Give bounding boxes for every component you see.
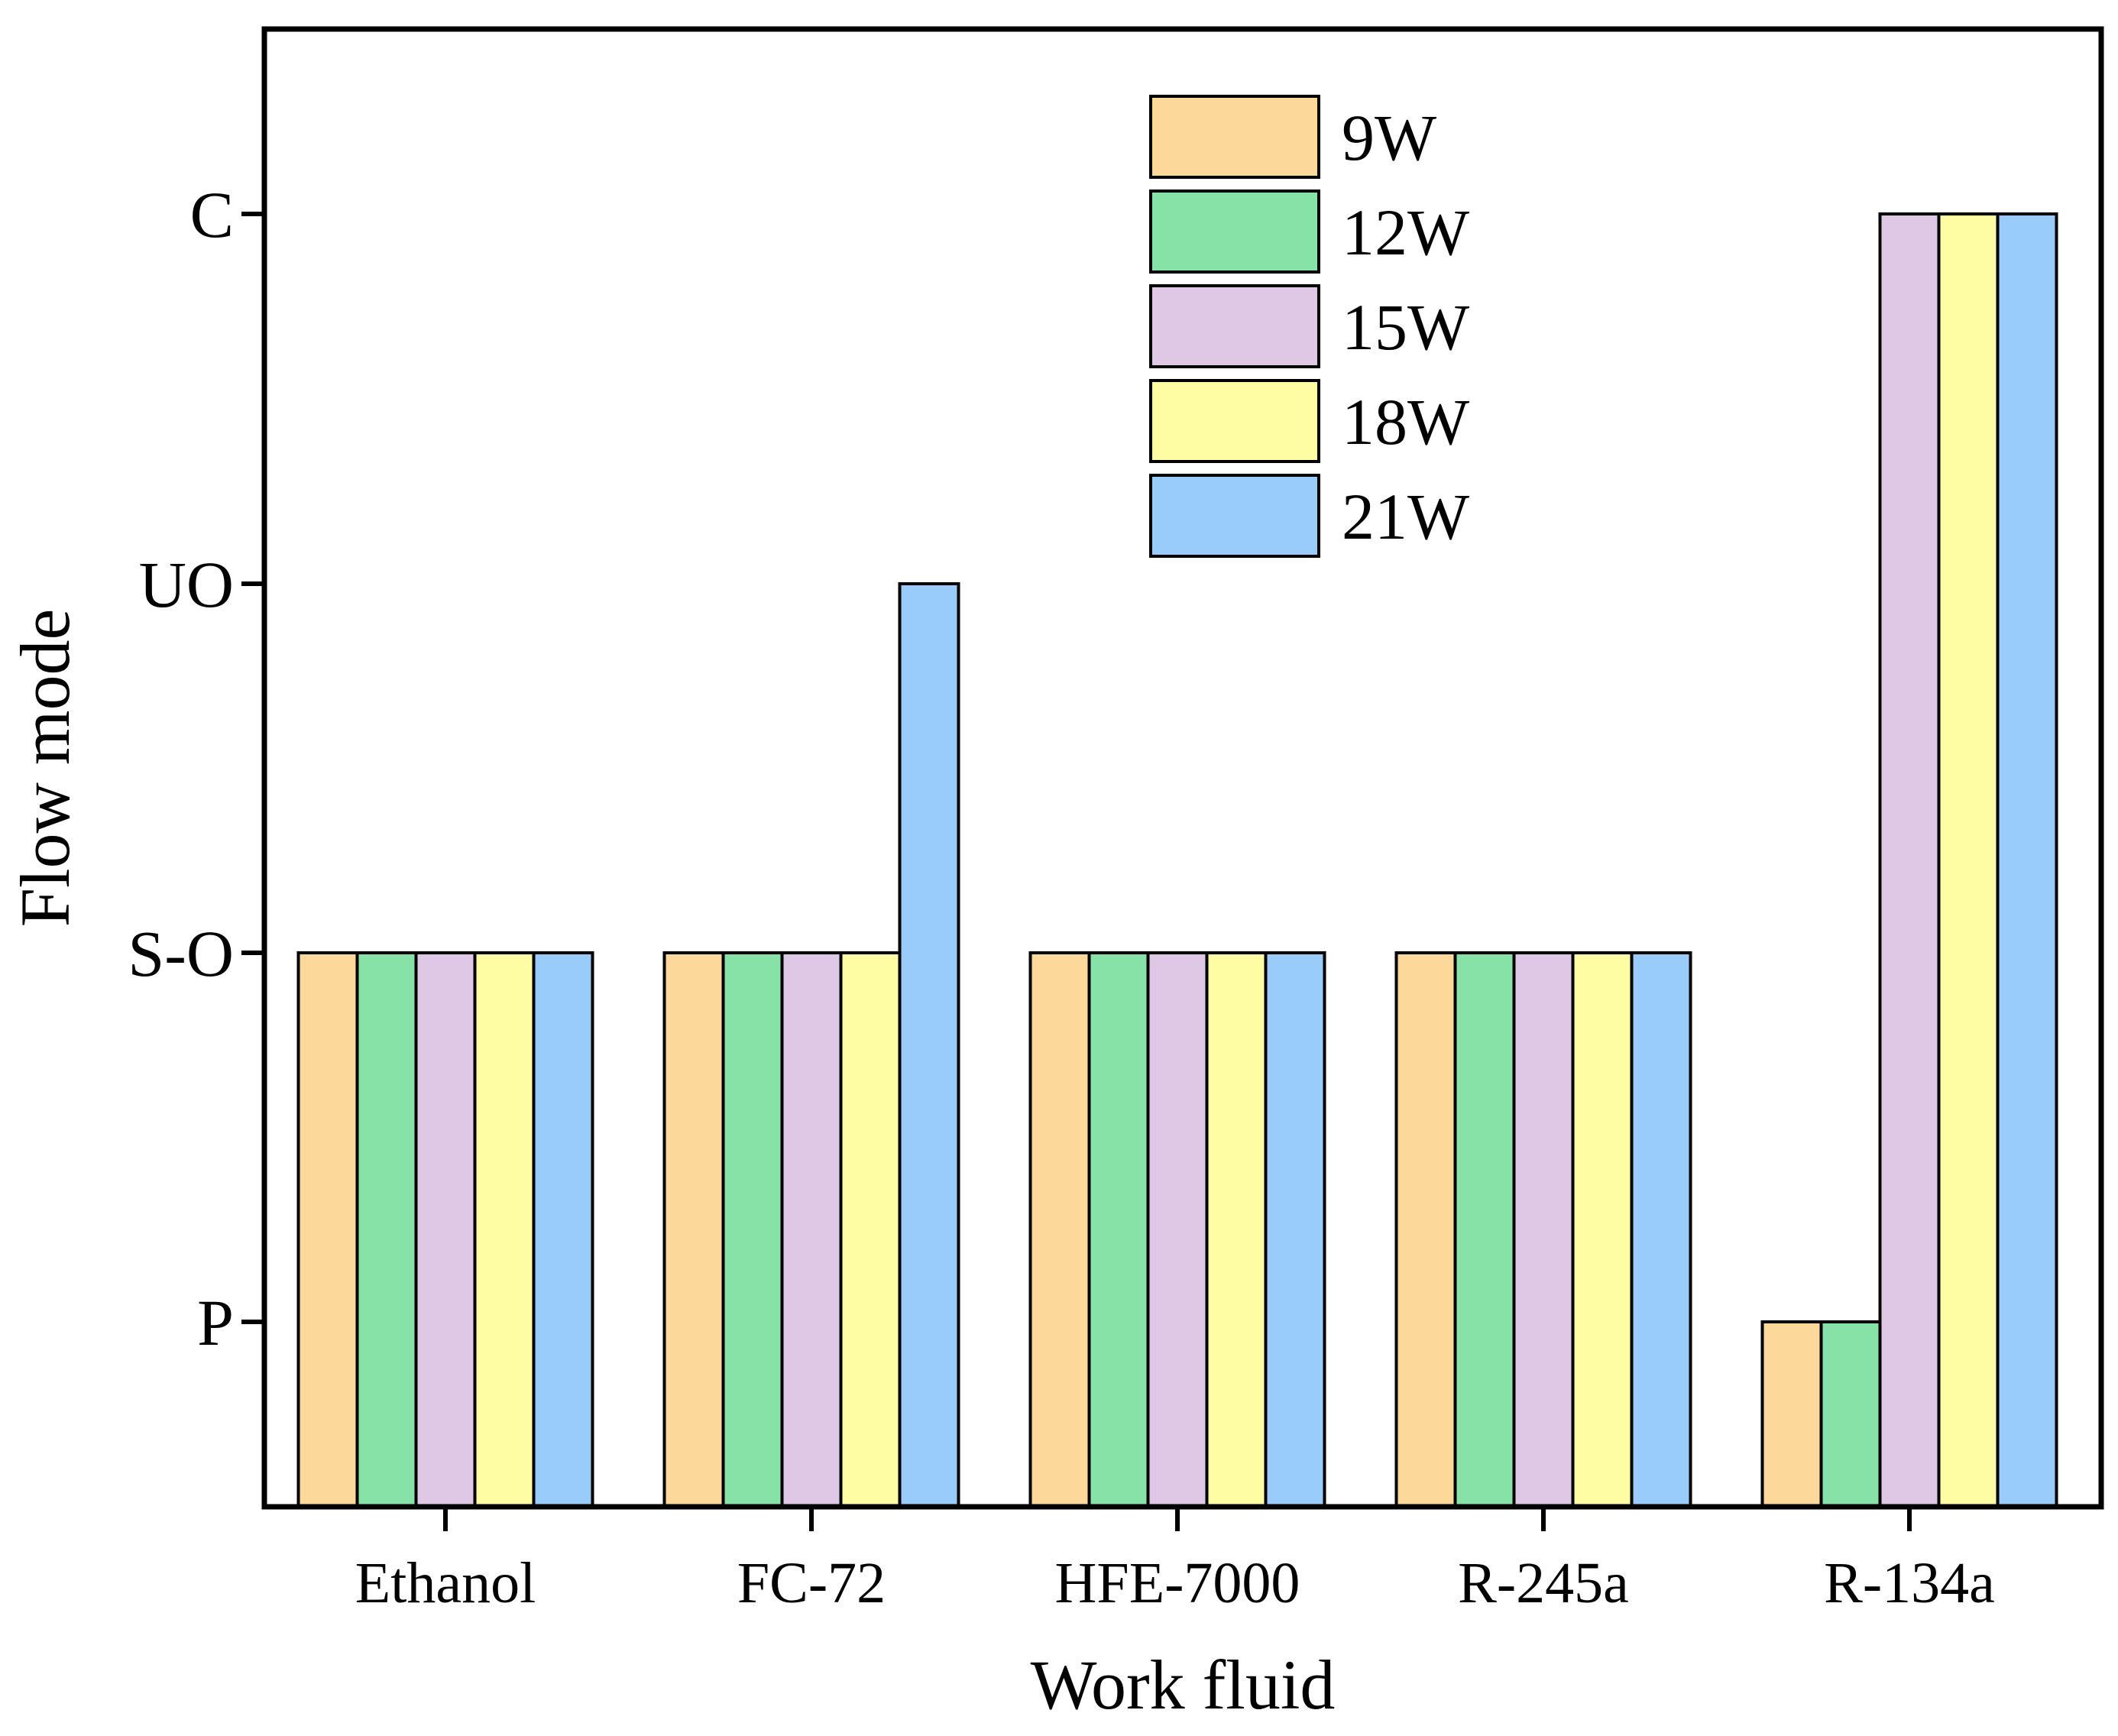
legend-swatch [1149,379,1320,463]
bar-9W-FC-72 [662,951,725,1508]
legend-label: 9W [1342,101,1436,174]
y-tick-label: C [190,178,234,251]
legend-swatch [1149,284,1320,368]
bar-21W-R-245a [1630,951,1692,1508]
legend: 9W 12W 15W 18W 21W [1149,95,1469,558]
bar-21W-Ethanol [532,951,594,1508]
y-axis-title: Flow mode [6,609,84,928]
x-tick-label: FC-72 [737,1551,886,1615]
x-axis-title: Work fluid [1031,1646,1336,1724]
bar-12W-R-245a [1453,951,1516,1508]
legend-label: 21W [1342,480,1469,553]
y-axis: P S-O UO C [128,178,264,1359]
bar-9W-R-134a [1760,1320,1823,1508]
bar-21W-FC-72 [898,582,960,1508]
bar-21W-HFE-7000 [1264,951,1326,1508]
bar-9W-HFE-7000 [1028,951,1091,1508]
bar-12W-R-134a [1819,1320,1882,1508]
legend-label: 15W [1342,290,1469,364]
y-tick-label: S-O [128,917,234,990]
x-tick-label: Ethanol [355,1551,536,1615]
bar-18W-R-134a [1937,212,2000,1508]
legend-label: 12W [1342,196,1469,269]
plot-frame [261,26,2104,1510]
bar-18W-HFE-7000 [1205,951,1268,1508]
bar-12W-Ethanol [355,951,418,1508]
bar-15W-Ethanol [414,951,477,1508]
bar-21W-R-134a [1996,212,2058,1508]
bar-18W-Ethanol [473,951,536,1508]
y-tick-label: P [197,1286,234,1359]
x-tick-label: HFE-7000 [1055,1551,1300,1615]
bar-12W-HFE-7000 [1087,951,1150,1508]
bar-9W-Ethanol [296,951,359,1508]
bar-15W-R-245a [1512,951,1575,1508]
bar-12W-FC-72 [721,951,784,1508]
x-tick-label: R-245a [1458,1551,1629,1615]
bar-9W-R-245a [1394,951,1457,1508]
bar-15W-R-134a [1878,212,1941,1508]
bar-15W-HFE-7000 [1146,951,1209,1508]
legend-swatch [1149,189,1320,274]
y-tick-label: UO [139,548,234,621]
x-tick-label: R-134a [1824,1551,1995,1615]
legend-swatch [1149,474,1320,558]
bars-layer [296,212,2058,1508]
legend-swatch [1149,95,1320,179]
x-axis: Ethanol FC-72 HFE-7000 R-245a R-134a [355,1507,1995,1615]
legend-label: 18W [1342,385,1469,458]
bar-18W-R-245a [1571,951,1634,1508]
bar-18W-FC-72 [839,951,902,1508]
bar-15W-FC-72 [780,951,843,1508]
